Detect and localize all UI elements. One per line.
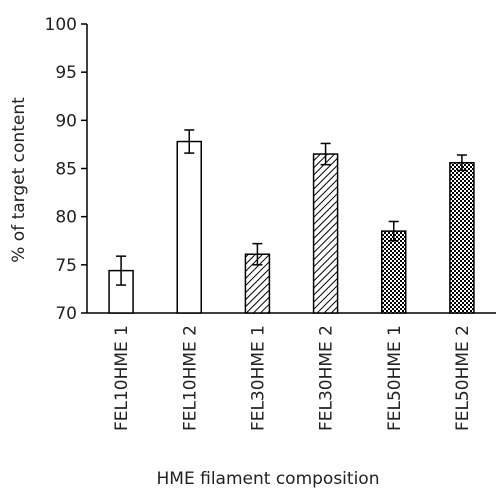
bar — [312, 153, 339, 314]
y-tick-label: 85 — [55, 160, 77, 180]
x-tick-labels: FEL10HME 1 FEL10HME 2 FEL30HME 1 FEL30HME 2… — [112, 325, 473, 431]
y-tick-label: 80 — [55, 208, 77, 228]
x-tick-label: FEL10HME 2 — [180, 325, 200, 431]
bar — [449, 161, 475, 314]
y-axis: 70 75 80 85 90 95 100 — [45, 15, 88, 324]
y-tick-label: 95 — [55, 63, 77, 83]
y-tick-label: 75 — [55, 256, 77, 276]
y-tick-label: 90 — [55, 111, 77, 131]
bar — [176, 140, 202, 314]
y-tick-label: 100 — [45, 15, 77, 35]
x-tick-label: FEL10HME 1 — [112, 325, 132, 431]
x-axis-title: HME filament composition — [157, 469, 380, 489]
bars — [108, 140, 475, 314]
x-tick-label: FEL50HME 2 — [453, 325, 473, 431]
error-bars — [116, 129, 467, 286]
x-tick-label: FEL30HME 1 — [248, 325, 268, 431]
y-tick-label: 70 — [55, 304, 77, 324]
x-tick-label: FEL30HME 2 — [317, 325, 337, 431]
y-axis-title: % of target content — [9, 97, 29, 263]
bar — [381, 230, 407, 314]
x-tick-label: FEL50HME 1 — [385, 325, 405, 431]
